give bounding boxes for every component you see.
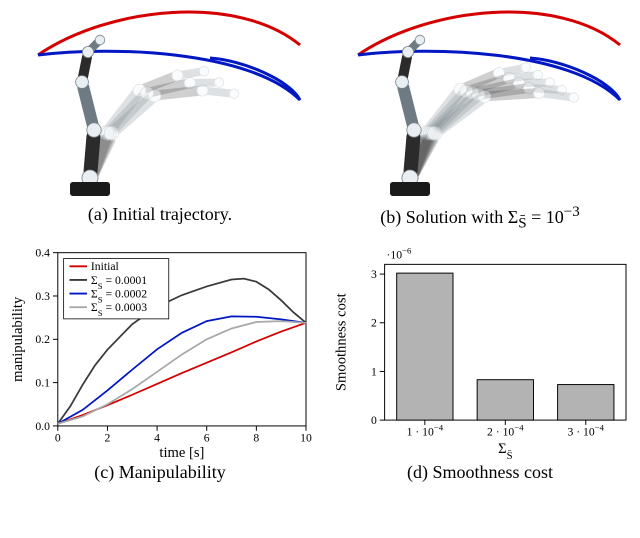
- figure-grid: (a) Initial trajectory. (b) Solution wit…: [0, 0, 640, 491]
- caption-d: (d) Smoothness cost: [407, 460, 553, 491]
- svg-text:manipulability: manipulability: [10, 296, 26, 382]
- svg-text:0.0: 0.0: [35, 419, 50, 432]
- svg-text:4: 4: [154, 431, 160, 444]
- trajectory-initial: [38, 12, 300, 55]
- svg-text:2: 2: [371, 316, 377, 329]
- panel-a-render: [0, 0, 320, 200]
- caption-b-eq: = 10: [527, 207, 564, 227]
- panel-b-render: [320, 0, 640, 200]
- caption-c: (c) Manipulability: [94, 460, 225, 491]
- robot-render-b: [320, 0, 640, 200]
- caption-b-exp: −3: [564, 204, 580, 220]
- caption-b-sigma: Σ: [508, 207, 518, 227]
- svg-text:8: 8: [253, 431, 259, 444]
- svg-text:0: 0: [371, 414, 377, 427]
- series-Sigma0p0002: [58, 316, 306, 423]
- svg-text:1: 1: [371, 365, 377, 378]
- svg-text:Smoothness cost: Smoothness cost: [334, 293, 350, 391]
- svg-text:3 · 10−4: 3 · 10−4: [567, 422, 604, 438]
- trajectory-initial: [358, 12, 620, 55]
- panel-c-chart: 0 2 4 6 8 10 0.0 0.1 0.2 0.3 0.4 time [s] manipulabi…: [0, 241, 320, 491]
- svg-text:10: 10: [300, 431, 312, 444]
- svg-text:·10−6: ·10−6: [387, 245, 412, 261]
- legend: InitialΣS = 0.0001ΣS = 0.0002ΣS = 0.0003: [64, 258, 169, 318]
- bar-0: [397, 273, 453, 420]
- svg-text:0: 0: [55, 431, 61, 444]
- manipulability-chart: 0 2 4 6 8 10 0.0 0.1 0.2 0.3 0.4 time [s] manipulabi…: [0, 241, 320, 460]
- bar-2: [558, 384, 614, 420]
- svg-text:0.2: 0.2: [35, 333, 50, 346]
- svg-text:2 · 10−4: 2 · 10−4: [487, 422, 524, 438]
- series-Initial: [58, 322, 306, 423]
- svg-text:2: 2: [105, 431, 111, 444]
- svg-text:6: 6: [204, 431, 210, 444]
- bar-1: [477, 379, 533, 419]
- caption-a: (a) Initial trajectory.: [0, 200, 320, 241]
- smoothness-chart: 0 1 2 3 ·10−6 Smoothness cost 1 · 10−4 2 · 10−4…: [320, 241, 640, 460]
- robot-arm: [390, 35, 430, 196]
- caption-b: (b) Solution with ΣS̄ = 10−3: [320, 200, 640, 241]
- svg-text:0.3: 0.3: [35, 289, 50, 302]
- svg-text:0.4: 0.4: [35, 246, 50, 259]
- svg-text:Initial: Initial: [91, 260, 120, 273]
- svg-text:1 · 10−4: 1 · 10−4: [407, 422, 444, 438]
- robot-render-a: [0, 0, 320, 200]
- caption-b-prefix: (b) Solution with: [380, 207, 508, 227]
- robot-arm: [70, 35, 110, 196]
- svg-text:0.1: 0.1: [35, 376, 50, 389]
- caption-b-sub: S̄: [518, 216, 526, 232]
- svg-text:ΣS̄: ΣS̄: [498, 441, 512, 460]
- panel-d-chart: 0 1 2 3 ·10−6 Smoothness cost 1 · 10−4 2 · 10−4…: [320, 241, 640, 491]
- svg-text:time [s]: time [s]: [159, 445, 204, 460]
- svg-text:3: 3: [371, 268, 377, 281]
